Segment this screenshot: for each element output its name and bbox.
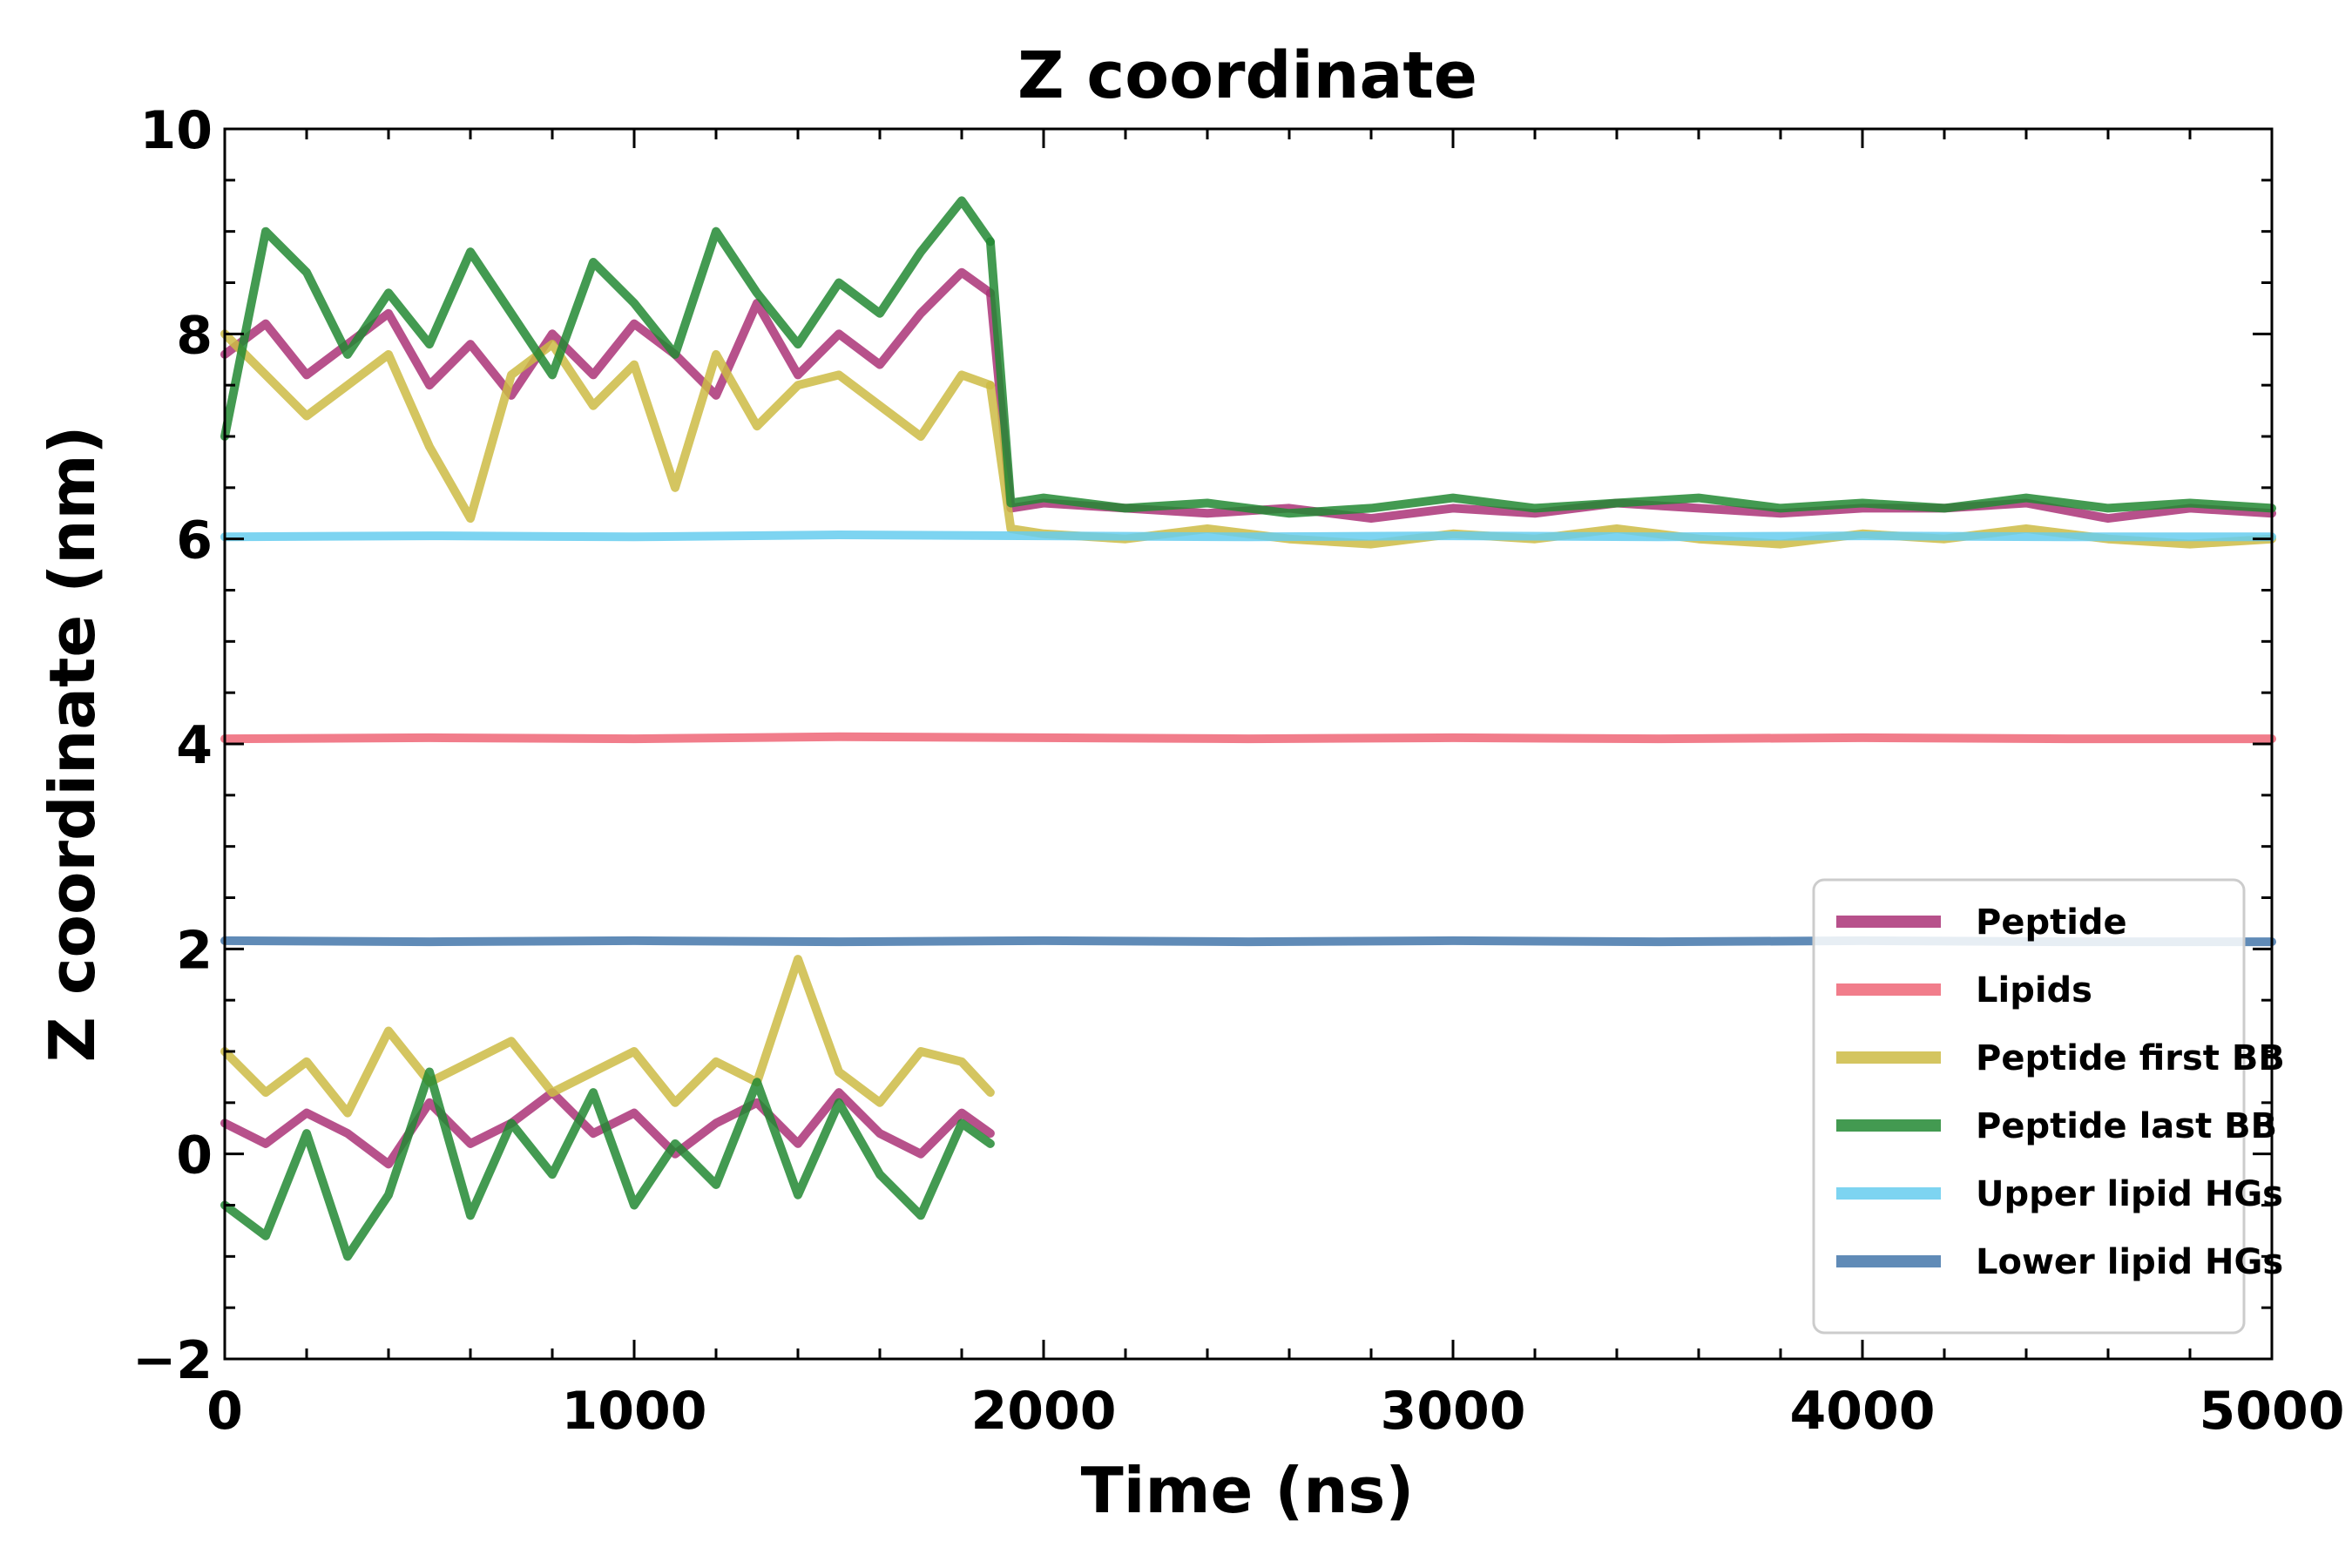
legend: Peptide Lipids Peptide first BB Peptide las…	[1812, 878, 2285, 1335]
series-line-2-seg-0	[220, 329, 995, 524]
x-tick-label-2: 2000	[971, 1381, 1117, 1442]
x-tick-label-4: 4000	[1790, 1381, 1936, 1442]
legend-label-0: Peptide	[1976, 902, 2127, 943]
series-line-2-seg-2	[985, 381, 2276, 549]
x-tick-label-0: 0	[206, 1381, 243, 1442]
y-tick-label-3: 4	[176, 715, 213, 776]
series-line-3-seg-0	[220, 196, 995, 441]
y-tick-label-6: 10	[140, 100, 213, 161]
y-tick-label-2: 2	[176, 920, 213, 981]
series-line-4-seg-0	[220, 531, 2276, 542]
legend-label-5: Lower lipid HGs	[1976, 1242, 2283, 1282]
plot-frame	[223, 127, 2274, 1361]
legend-label-3: Peptide last BB	[1976, 1106, 2277, 1146]
series-line-0-seg-2	[985, 288, 2276, 524]
x-axis-label: Time (ns)	[1081, 1454, 1415, 1527]
x-tick-label-5: 5000	[2200, 1381, 2345, 1442]
plot-lines	[220, 196, 2276, 1261]
chart-title: Z coordinate	[1017, 38, 1477, 113]
y-axis-label: Z coordinate (nm)	[36, 426, 109, 1063]
y-tick-label-5: 8	[176, 305, 213, 366]
y-tick-label-0: −2	[132, 1330, 213, 1391]
legend-label-4: Upper lipid HGs	[1976, 1174, 2283, 1214]
x-tick-label-3: 3000	[1381, 1381, 1526, 1442]
series-line-0-seg-1	[220, 1088, 995, 1169]
legend-entries: Peptide Lipids Peptide first BB Peptide las…	[1836, 902, 2285, 1282]
y-tick-labels: −2 0 2 4 6 8 10	[132, 100, 213, 1391]
x-tick-labels: 0 1000 2000 3000 4000 5000	[206, 1381, 2344, 1442]
series-line-3-seg-2	[985, 237, 2276, 518]
legend-label-1: Lipids	[1976, 970, 2092, 1010]
y-tick-label-1: 0	[176, 1125, 213, 1186]
series-line-2-seg-1	[220, 955, 995, 1118]
y-tick-label-4: 6	[176, 510, 213, 571]
series-line-3-seg-1	[220, 1067, 995, 1261]
legend-label-2: Peptide first BB	[1976, 1038, 2285, 1078]
x-tick-label-1: 1000	[562, 1381, 707, 1442]
series-line-1-seg-0	[220, 732, 2276, 744]
